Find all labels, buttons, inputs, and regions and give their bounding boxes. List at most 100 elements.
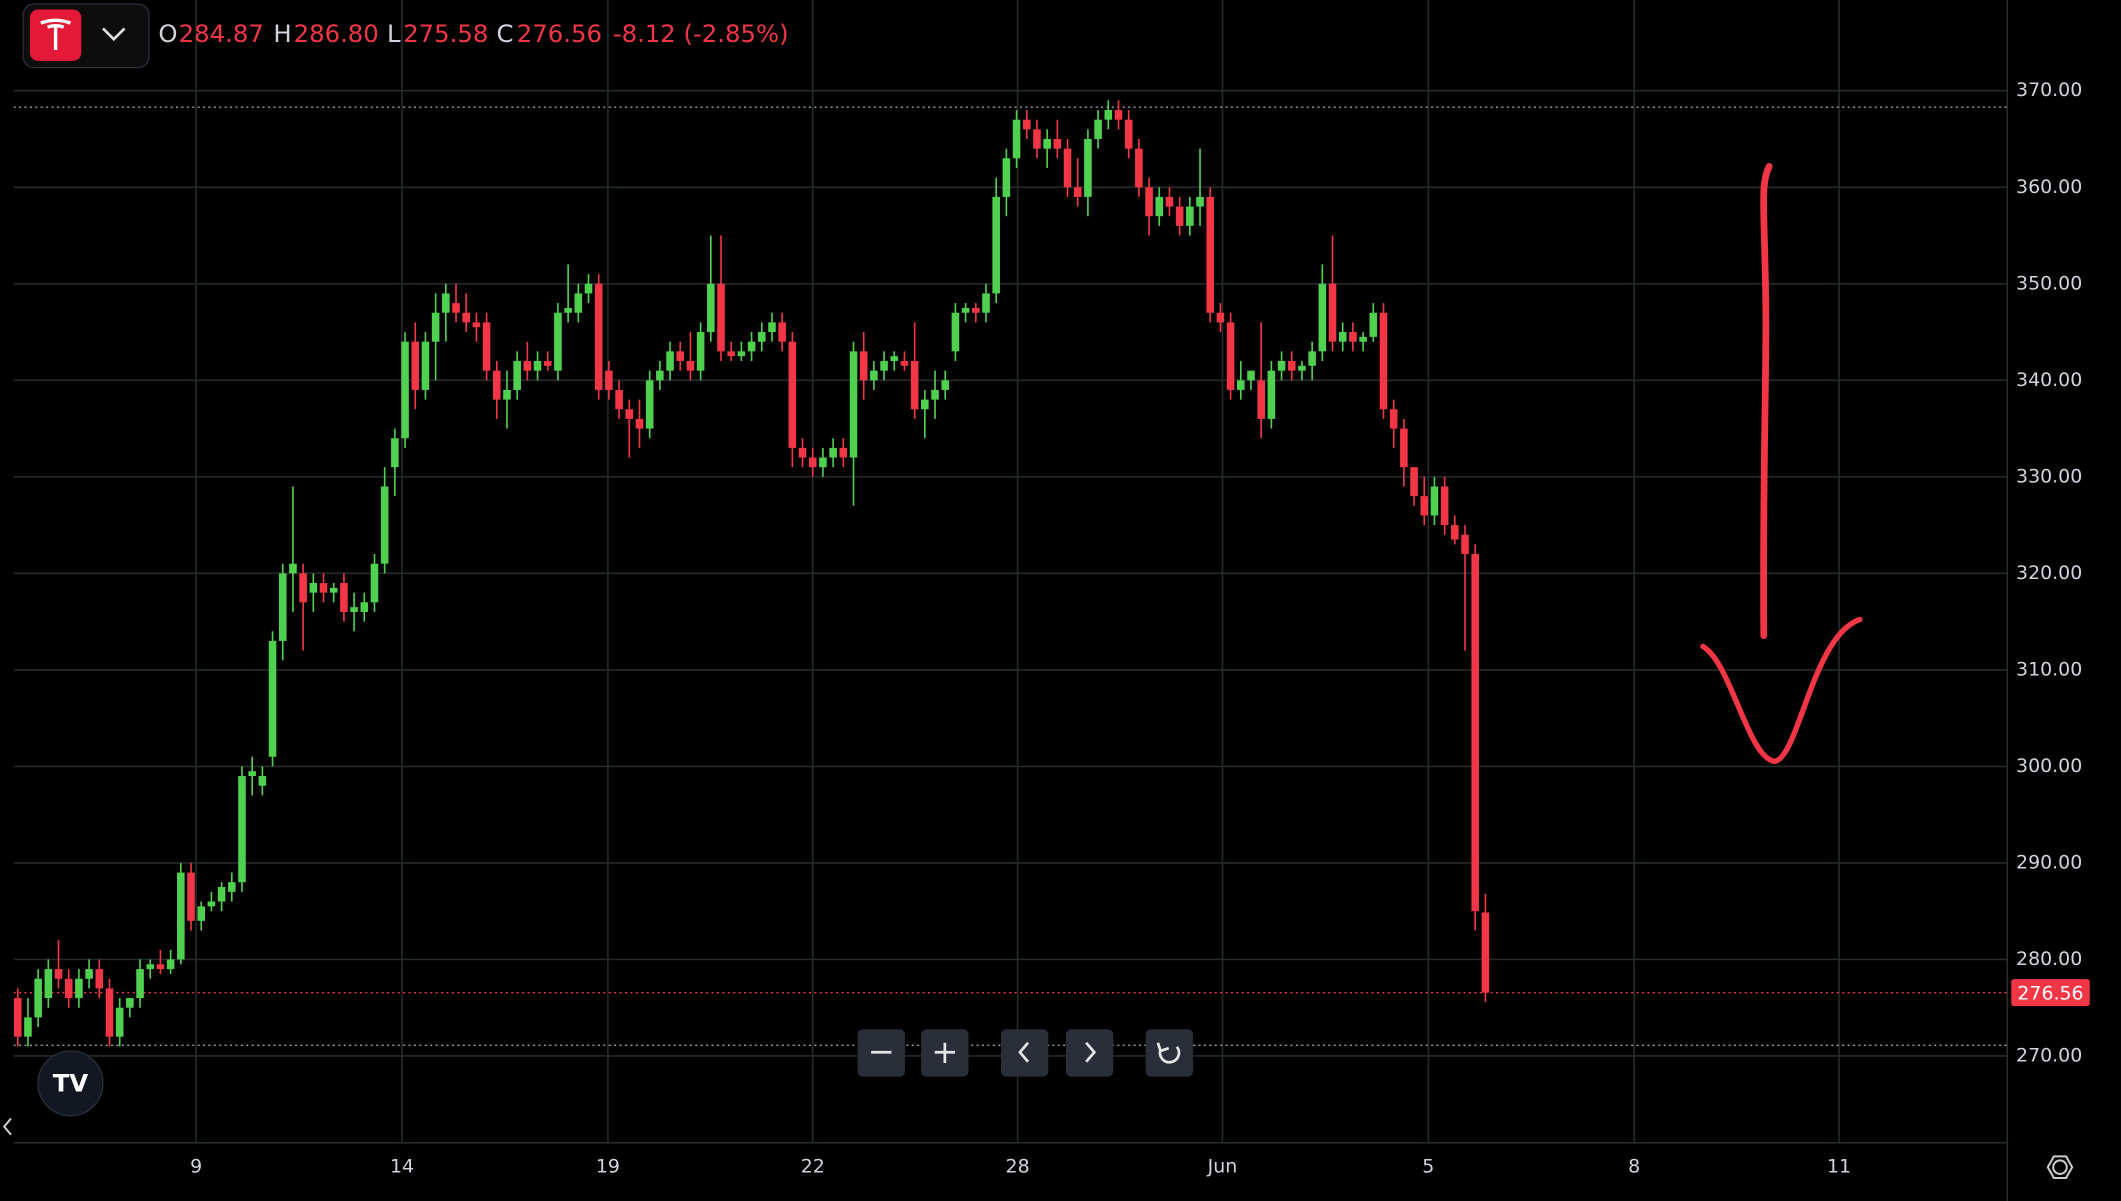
candle-body [727,351,735,357]
candle-body [228,882,236,892]
candle-body [1002,158,1011,197]
grid [13,0,2008,1143]
candle-body [1175,206,1184,226]
candle-body [890,356,899,361]
candle-body [819,457,827,468]
y-tick-label: 280.00 [2016,948,2082,970]
y-tick-label: 290.00 [2016,851,2082,873]
candle-body [329,587,338,593]
candle-body [85,969,93,979]
candle-body [238,776,246,883]
candle-body [1043,138,1051,149]
tradingview-glyph: TV [53,1069,89,1098]
scroll-left-button[interactable] [1000,1029,1049,1077]
y-tick-label: 300.00 [2016,755,2082,777]
candle-body [594,283,603,390]
candle-body [34,978,42,1018]
drawn-arrow-shaft [1760,162,1773,640]
candle-body [666,351,674,371]
y-tick-label: 360.00 [2016,176,2082,198]
candle-body [513,360,521,390]
candle-body [1277,360,1286,371]
candle-body [442,293,450,313]
candle-body [1094,119,1102,139]
candle-body [217,887,226,902]
ohlc-key: O [158,19,177,48]
candle-body [656,370,664,381]
candle-body [1063,148,1072,188]
candle-body [54,969,63,979]
settings-frame [2046,1155,2074,1180]
y-tick-label: 370.00 [2016,79,2082,101]
candle-body [1247,370,1255,381]
settings-icon[interactable] [2052,1159,2068,1175]
candle-body [605,370,613,390]
candle-body [1022,119,1031,130]
candle-body [1420,496,1429,516]
candle-body [1033,129,1041,149]
candle-body [788,341,797,448]
candle-body [1379,312,1388,410]
y-tick-label: 320.00 [2016,562,2082,584]
symbol-dropdown[interactable] [101,27,126,42]
candle-body [1084,138,1092,197]
candle-body [707,283,715,333]
candle-body [1298,365,1306,371]
ohlc-key: L [387,19,401,48]
drawn-arrow-head [1700,616,1863,765]
candle-body [360,602,369,612]
candle-body [676,351,685,361]
candle-body [523,360,532,371]
candle-body [258,776,267,786]
candle-body [859,351,868,381]
candle-body [207,901,216,907]
y-tick-label: 330.00 [2016,465,2082,487]
candle-body [319,583,328,593]
candle-body [1338,332,1347,342]
candle-body [197,906,206,921]
last-price-label: 276.56 [2017,983,2083,1005]
candle-body [1287,360,1296,371]
candle-body [1471,554,1479,912]
candle-body [1349,332,1357,342]
candle-body [1216,312,1225,323]
candle-body [1135,148,1143,188]
candle-body [75,978,83,999]
candle-body [564,307,572,313]
candle-body [1196,196,1204,207]
candle-body [380,486,389,564]
candle-body [554,312,562,371]
ohlc-key: H [273,19,291,48]
candle-body [1114,110,1123,120]
tradingview-logo[interactable] [37,1050,104,1117]
candle-body [910,360,919,410]
candle-body [1237,380,1245,390]
candle-body [289,563,297,574]
candle-body [584,283,593,294]
candle-body [44,969,53,999]
candle-body [391,438,399,468]
candle-body [177,872,185,960]
scroll-right-button[interactable] [1065,1029,1114,1077]
candle-body [1165,196,1174,207]
reset-button[interactable] [1145,1029,1194,1077]
x-tick-label: 8 [1628,1156,1640,1178]
candle-body [880,360,888,371]
labels: 270.00 280.00 290.00 300.00 310.00 320.00 330.… [190,79,2090,1178]
candle-body [1400,428,1408,468]
candle-body [503,389,511,400]
candle-body [574,293,583,313]
candle-body [757,332,766,342]
candle-body [1389,409,1398,429]
candle-body [982,293,990,313]
candle-body [278,573,287,641]
candle-body [543,360,552,366]
candle-body [248,771,256,777]
candle-body [1145,187,1153,217]
scroll-back[interactable] [2,1117,12,1136]
x-tick-label: 9 [190,1156,202,1178]
candle-body [1359,336,1367,342]
candle-body [849,351,858,458]
candle-body [1328,283,1337,342]
y-tick-label: 310.00 [2016,658,2082,680]
